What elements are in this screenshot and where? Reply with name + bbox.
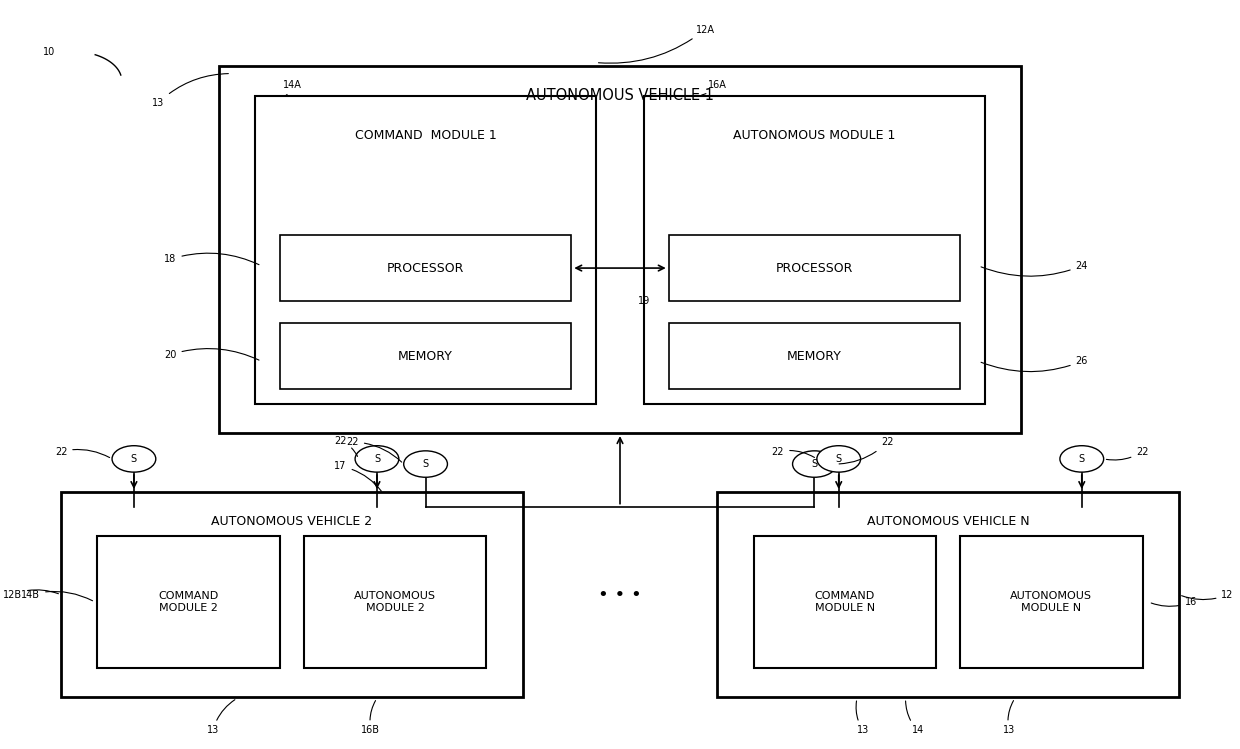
Text: 13: 13: [207, 700, 234, 736]
Text: COMMAND
MODULE 2: COMMAND MODULE 2: [159, 591, 218, 613]
Text: 22: 22: [1106, 446, 1148, 460]
Bar: [98, 536, 280, 668]
Text: 22: 22: [771, 446, 815, 458]
Text: 18: 18: [164, 253, 259, 264]
Text: S: S: [131, 454, 136, 464]
Bar: [61, 492, 523, 697]
Text: • • •: • • •: [598, 586, 642, 604]
Circle shape: [355, 446, 399, 472]
Text: COMMAND  MODULE 1: COMMAND MODULE 1: [355, 130, 496, 142]
Text: 13: 13: [153, 73, 228, 108]
Text: 24: 24: [981, 261, 1087, 276]
Bar: [717, 492, 1179, 697]
Text: S: S: [811, 459, 817, 469]
Text: 16A: 16A: [702, 79, 727, 95]
Bar: [304, 536, 486, 668]
Text: AUTONOMOUS VEHICLE 1: AUTONOMOUS VEHICLE 1: [526, 88, 714, 103]
Text: MEMORY: MEMORY: [398, 350, 453, 363]
Bar: [668, 235, 960, 301]
Text: 12B: 12B: [2, 589, 58, 600]
Text: 12A: 12A: [599, 25, 714, 63]
Bar: [668, 323, 960, 389]
Text: 16: 16: [1151, 597, 1198, 607]
Circle shape: [817, 446, 861, 472]
Bar: [280, 235, 572, 301]
Text: 14B: 14B: [21, 589, 93, 601]
Circle shape: [792, 451, 836, 477]
Text: MEMORY: MEMORY: [787, 350, 842, 363]
Text: S: S: [374, 454, 379, 464]
Text: 16B: 16B: [361, 700, 381, 736]
Text: 22: 22: [839, 437, 894, 464]
Text: PROCESSOR: PROCESSOR: [776, 261, 853, 275]
Text: 14A: 14A: [283, 79, 301, 96]
Text: AUTONOMOUS MODULE 1: AUTONOMOUS MODULE 1: [733, 130, 895, 142]
Bar: [754, 536, 936, 668]
Circle shape: [404, 451, 448, 477]
Text: 13: 13: [856, 701, 869, 736]
Bar: [960, 536, 1142, 668]
Text: S: S: [836, 454, 842, 464]
Text: PROCESSOR: PROCESSOR: [387, 261, 464, 275]
Text: 22: 22: [335, 436, 357, 456]
Text: 19: 19: [639, 296, 651, 306]
Text: 14: 14: [905, 701, 924, 736]
Bar: [280, 323, 572, 389]
Text: 17: 17: [335, 461, 382, 491]
Text: 26: 26: [981, 357, 1087, 372]
Text: 13: 13: [1003, 700, 1016, 736]
Text: AUTONOMOUS VEHICLE N: AUTONOMOUS VEHICLE N: [867, 515, 1029, 528]
Text: 22: 22: [346, 437, 402, 462]
Text: S: S: [1079, 454, 1085, 464]
Circle shape: [112, 446, 156, 472]
Text: AUTONOMOUS
MODULE N: AUTONOMOUS MODULE N: [1011, 591, 1092, 613]
Text: COMMAND
MODULE N: COMMAND MODULE N: [815, 591, 875, 613]
Text: AUTONOMOUS VEHICLE 2: AUTONOMOUS VEHICLE 2: [211, 515, 372, 528]
Text: S: S: [423, 459, 429, 469]
Text: AUTONOMOUS
MODULE 2: AUTONOMOUS MODULE 2: [355, 591, 436, 613]
Bar: [255, 96, 595, 404]
Circle shape: [1060, 446, 1104, 472]
Bar: [219, 66, 1021, 433]
Text: 12: 12: [1182, 589, 1234, 600]
Text: 20: 20: [164, 348, 259, 360]
Bar: [645, 96, 985, 404]
Text: 10: 10: [42, 46, 55, 56]
Text: 22: 22: [55, 446, 109, 458]
